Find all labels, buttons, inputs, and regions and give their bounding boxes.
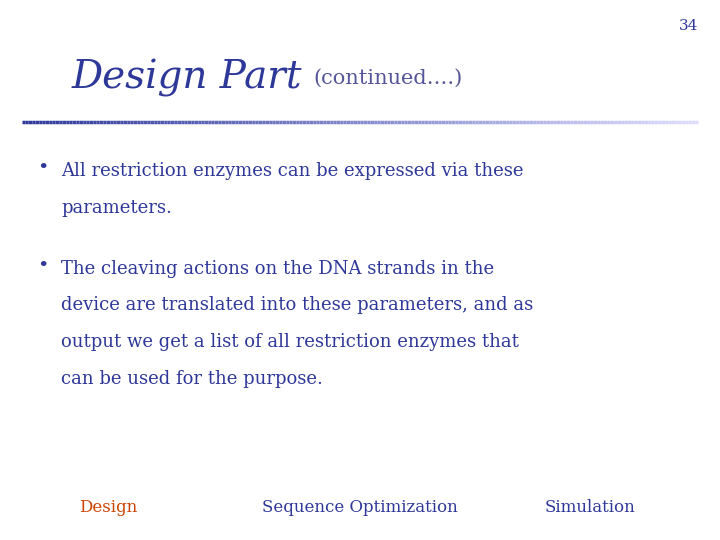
Text: (continued….): (continued….) <box>313 69 462 88</box>
Text: device are translated into these parameters, and as: device are translated into these paramet… <box>61 296 534 314</box>
Text: The cleaving actions on the DNA strands in the: The cleaving actions on the DNA strands … <box>61 260 495 278</box>
Text: •: • <box>37 257 49 275</box>
Text: parameters.: parameters. <box>61 199 172 217</box>
Text: Sequence Optimization: Sequence Optimization <box>262 499 458 516</box>
Text: All restriction enzymes can be expressed via these: All restriction enzymes can be expressed… <box>61 162 523 180</box>
Text: output we get a list of all restriction enzymes that: output we get a list of all restriction … <box>61 333 519 351</box>
Text: •: • <box>37 159 49 177</box>
Text: can be used for the purpose.: can be used for the purpose. <box>61 370 323 388</box>
Text: Design: Design <box>79 499 137 516</box>
Text: Design Part: Design Part <box>72 59 302 97</box>
Text: 34: 34 <box>679 19 698 33</box>
Text: Simulation: Simulation <box>545 499 636 516</box>
